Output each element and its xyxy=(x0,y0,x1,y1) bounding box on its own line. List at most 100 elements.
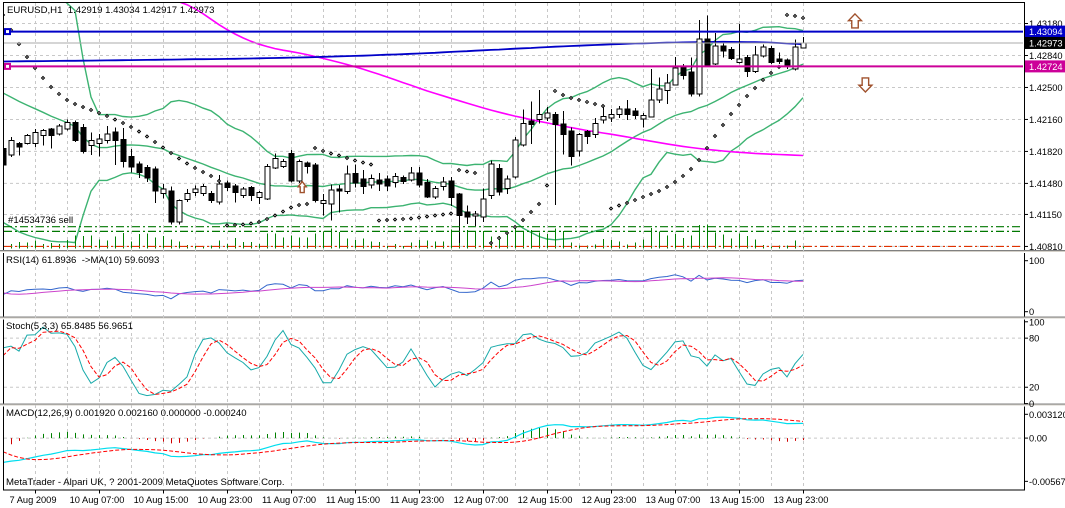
candle-body xyxy=(568,130,575,158)
psar-dot xyxy=(192,165,198,171)
stoch-d-line xyxy=(4,330,804,396)
psar-dot xyxy=(520,217,526,223)
psar-dot xyxy=(312,145,318,151)
candle-body xyxy=(128,156,135,168)
psar-dot xyxy=(32,65,38,71)
psar-dot xyxy=(376,218,382,223)
candle-body xyxy=(704,38,711,66)
hline-handle-center xyxy=(6,30,9,34)
psar-dot xyxy=(320,148,326,154)
candle-body xyxy=(224,182,231,189)
candle-body xyxy=(376,179,383,185)
macd-indicator-label: MACD(12,26,9) 0.001920 0.002160 0.000000… xyxy=(6,408,247,419)
candle-body xyxy=(680,65,687,77)
up-arrow-marker xyxy=(296,180,308,194)
rsi-axis-label: 100 xyxy=(1029,256,1045,266)
psar-dot xyxy=(672,179,678,185)
stoch-axis-label: 100 xyxy=(1029,317,1045,327)
psar-dot xyxy=(112,117,118,122)
psar-dot xyxy=(696,157,702,163)
candle-body xyxy=(728,48,735,59)
price-axis-label: 1.42840 xyxy=(1029,51,1063,61)
psar-dot xyxy=(536,201,542,207)
candle-body xyxy=(320,200,327,205)
macd-pane[interactable] xyxy=(3,416,804,463)
psar-dot xyxy=(176,156,182,161)
psar-dot xyxy=(64,97,70,103)
time-axis-label: 13 Aug 15:00 xyxy=(710,495,765,505)
psar-dot xyxy=(272,213,278,218)
candle-body xyxy=(456,193,463,216)
psar-dot xyxy=(304,201,310,207)
time-axis-label: 10 Aug 15:00 xyxy=(134,495,189,505)
candle-body xyxy=(792,46,799,70)
time-axis-label: 12 Aug 15:00 xyxy=(518,495,573,505)
pane-separator xyxy=(0,316,1065,320)
candle-body xyxy=(424,181,431,198)
psar-dot xyxy=(736,102,742,108)
psar-dot xyxy=(408,216,414,221)
rsi-indicator-label: RSI(14) 61.8936 ->MA(10) 59.6093 xyxy=(6,255,159,266)
price-axis-label: 1.42160 xyxy=(1029,115,1063,125)
candle-body xyxy=(768,47,775,63)
candle-body xyxy=(624,108,631,115)
candle-body xyxy=(432,187,439,198)
stoch-k-line xyxy=(4,326,804,397)
rsi-ma-line xyxy=(4,277,804,295)
stoch-pane[interactable] xyxy=(3,326,804,397)
candle-body xyxy=(608,113,615,119)
psar-dot xyxy=(224,223,230,228)
candle-body xyxy=(152,168,159,192)
psar-dot xyxy=(136,129,142,134)
psar-dot xyxy=(472,170,478,176)
psar-dot xyxy=(208,173,214,179)
candle-body xyxy=(72,121,79,142)
candle-body xyxy=(744,56,751,72)
trade-order-label: #14534736 sell xyxy=(8,215,73,226)
psar-dot xyxy=(440,212,446,217)
psar-dot xyxy=(360,160,366,165)
candle-body xyxy=(192,188,199,194)
macd-axis-label: -0.005670 xyxy=(1029,477,1065,487)
psar-dot xyxy=(24,54,30,60)
candle-body xyxy=(264,165,271,200)
psar-dot xyxy=(712,133,718,139)
candle-body xyxy=(352,173,359,184)
psar-dot xyxy=(488,240,494,246)
psar-dot xyxy=(744,93,750,99)
axes: 1.43180 1.42840 1.42500 1.42160 1.41820 1.414… xyxy=(9,19,1065,505)
psar-dot xyxy=(432,213,438,218)
candle-body xyxy=(288,152,295,182)
candle-body xyxy=(736,58,743,63)
candle-body xyxy=(552,113,559,126)
stoch-axis-label: 0 xyxy=(1029,399,1034,409)
candle-body xyxy=(400,176,407,183)
psar-dot xyxy=(400,216,406,222)
macd-line xyxy=(4,416,804,463)
candle-body xyxy=(448,180,455,199)
bollinger-lower xyxy=(4,97,804,244)
rsi-pane[interactable] xyxy=(3,274,804,300)
candle-body xyxy=(776,58,783,63)
psar-dot xyxy=(688,166,694,172)
psar-dot xyxy=(216,178,222,184)
candle-body xyxy=(720,45,727,52)
psar-dot xyxy=(288,205,294,210)
candle-body xyxy=(488,163,495,197)
psar-dot xyxy=(544,183,550,188)
main-pane[interactable] xyxy=(1,0,1024,249)
candle-body xyxy=(416,172,423,186)
psar-dot xyxy=(624,200,630,206)
psar-dot xyxy=(456,167,462,173)
candle-body xyxy=(344,173,351,192)
candle-body xyxy=(96,138,103,145)
psar-dot xyxy=(792,13,798,19)
psar-dot xyxy=(496,235,502,241)
chart-labels: EURUSD,H1 1.42919 1.43034 1.42917 1.4297… xyxy=(6,5,285,488)
pane-separator xyxy=(0,250,1065,253)
copyright-statusbar: MetaTrader - Alpari UK, ? 2001-2009 Meta… xyxy=(6,477,285,488)
psar-dot xyxy=(160,145,166,150)
time-axis-label: 11 Aug 07:00 xyxy=(262,495,316,505)
